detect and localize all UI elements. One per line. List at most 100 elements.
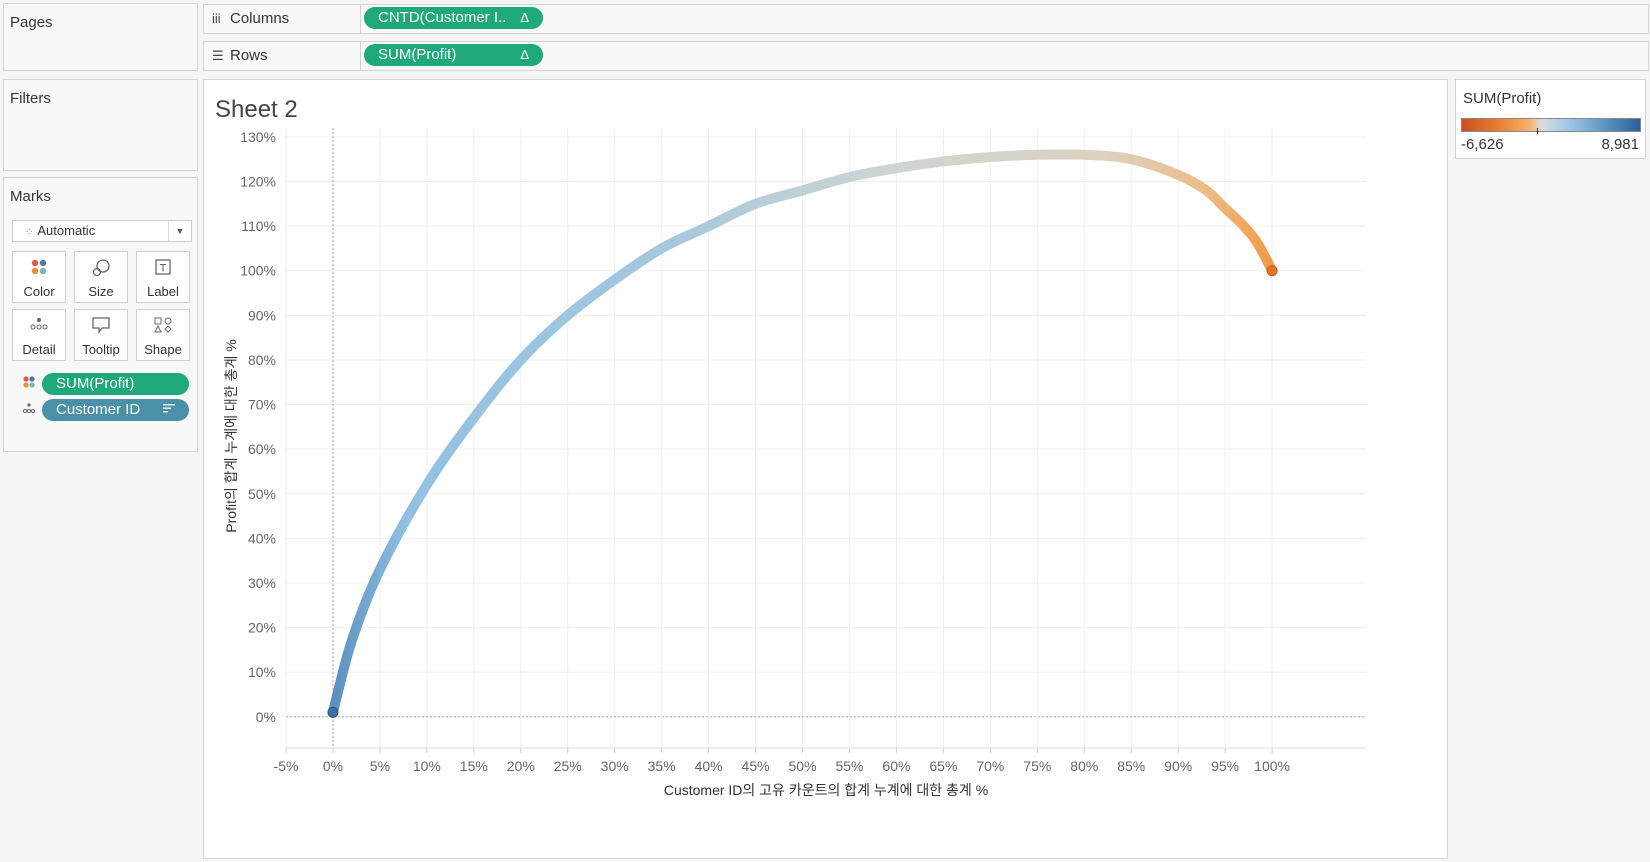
chart-svg[interactable]: -5% 0% 5% 10% 15% 20% 25% 30% 35% 40% 45% 50% 55% 60%… <box>204 80 1447 858</box>
start-point[interactable] <box>327 706 339 718</box>
color-label: Color <box>23 284 55 299</box>
filters-card[interactable]: Filters <box>3 79 198 171</box>
rows-shelf[interactable]: ☰ Rows SUM(Profit) Δ <box>203 41 1649 71</box>
marks-pill-sum-profit[interactable]: SUM(Profit) <box>42 373 189 395</box>
x-tick-label: 60% <box>882 758 910 774</box>
y-tick-label: 70% <box>248 397 276 413</box>
columns-shelf-label: iii Columns <box>204 5 361 33</box>
detail-label: Detail <box>22 342 56 357</box>
x-tick-label: 0% <box>323 758 343 774</box>
y-tick-label: 90% <box>248 307 276 323</box>
x-tick-label: 30% <box>601 758 629 774</box>
x-tick-label: 55% <box>835 758 863 774</box>
rows-pill[interactable]: SUM(Profit) Δ <box>364 44 543 66</box>
rows-pill-label: SUM(Profit) <box>378 46 457 63</box>
color-button[interactable]: Color <box>12 251 66 303</box>
x-tick-label: 75% <box>1023 758 1051 774</box>
color-icon <box>13 258 65 282</box>
y-tick-label: 80% <box>248 352 276 368</box>
tooltip-label: Tooltip <box>82 342 120 357</box>
mark-type-dropdown[interactable]: ⁘ Automatic ▼ <box>12 220 192 242</box>
x-tick-label: 20% <box>507 758 535 774</box>
y-tick-label: 50% <box>248 486 276 502</box>
y-tick-label: 40% <box>248 530 276 546</box>
x-tick-label: 15% <box>460 758 488 774</box>
viz-area: Sheet 2 -5% 0% 5% 10% 15% 20% 25% 30% 35% 40% 45% 5… <box>203 79 1448 859</box>
size-button[interactable]: Size <box>74 251 128 303</box>
y-axis-label: Profit의 합계 누계에 대한 총계 % <box>223 339 239 532</box>
detail-button[interactable]: Detail <box>12 309 66 361</box>
marks-pill-customer-id-label: Customer ID <box>56 401 141 418</box>
legend-max: 8,981 <box>1601 136 1639 153</box>
y-tick-label: 110% <box>241 218 276 234</box>
color-legend[interactable]: SUM(Profit) -6,626 8,981 <box>1455 79 1646 159</box>
tooltip-icon <box>75 316 127 340</box>
y-tick-label: 0% <box>256 709 276 725</box>
x-tick-label: 70% <box>976 758 1004 774</box>
legend-min: -6,626 <box>1461 136 1504 153</box>
svg-text:T: T <box>160 263 167 275</box>
sort-icon <box>163 399 175 421</box>
label-label: Label <box>147 284 179 299</box>
y-tick-label: 120% <box>240 174 276 190</box>
x-tick-label: 65% <box>929 758 957 774</box>
y-tick-label: 10% <box>248 664 276 680</box>
size-label: Size <box>88 284 114 299</box>
color-encoding-icon <box>22 375 36 394</box>
x-tick-label: -5% <box>274 758 299 774</box>
x-tick-label: 35% <box>648 758 676 774</box>
shape-button[interactable]: Shape <box>136 309 190 361</box>
y-tick-label: 130% <box>240 129 276 145</box>
marks-pill-sum-profit-label: SUM(Profit) <box>56 375 135 392</box>
x-tick-label: 85% <box>1117 758 1145 774</box>
tooltip-button[interactable]: Tooltip <box>74 309 128 361</box>
mark-type-icon: ⁘ <box>25 227 34 238</box>
x-tick-label: 45% <box>742 758 770 774</box>
y-tick-label: 100% <box>240 263 276 279</box>
x-axis-label: Customer ID의 고유 카운트의 합계 누계에 대한 총계 % <box>664 782 988 798</box>
y-tick-label: 30% <box>248 575 276 591</box>
legend-color-ramp <box>1461 118 1641 132</box>
y-tick-label: 20% <box>248 620 276 636</box>
x-tick-label: 100% <box>1254 758 1290 774</box>
pages-title: Pages <box>10 14 53 31</box>
pages-card: Pages <box>3 3 198 71</box>
marks-pill-customer-id[interactable]: Customer ID <box>42 399 189 421</box>
x-tick-label: 95% <box>1211 758 1239 774</box>
columns-icon: iii <box>212 11 221 26</box>
columns-pill-label: CNTD(Customer I.. <box>378 9 507 26</box>
columns-shelf[interactable]: iii Columns CNTD(Customer I.. Δ <box>203 4 1649 34</box>
delta-icon: Δ <box>520 10 529 25</box>
legend-title: SUM(Profit) <box>1463 90 1542 107</box>
x-tick-label: 25% <box>554 758 582 774</box>
delta-icon: Δ <box>520 47 529 62</box>
detail-icon <box>13 316 65 340</box>
size-icon <box>75 258 127 282</box>
columns-label: Columns <box>230 10 290 27</box>
end-point[interactable] <box>1266 265 1278 277</box>
x-tick-label: 90% <box>1164 758 1192 774</box>
rows-shelf-label: ☰ Rows <box>204 42 361 70</box>
shape-icon <box>137 316 189 340</box>
label-icon: T <box>137 258 189 282</box>
shape-label: Shape <box>144 342 182 357</box>
axes: -5% 0% 5% 10% 15% 20% 25% 30% 35% 40% 45% 50% 55% 60%… <box>240 129 1366 774</box>
marks-title: Marks <box>10 188 51 205</box>
grid <box>285 128 1366 748</box>
x-tick-label: 10% <box>413 758 441 774</box>
label-button[interactable]: T Label <box>136 251 190 303</box>
columns-pill[interactable]: CNTD(Customer I.. Δ <box>364 7 543 29</box>
x-tick-label: 80% <box>1070 758 1098 774</box>
x-tick-label: 50% <box>789 758 817 774</box>
rows-label: Rows <box>230 47 268 64</box>
legend-midpoint-tick <box>1537 128 1538 134</box>
filters-title: Filters <box>10 90 51 107</box>
series <box>327 149 1278 718</box>
sheet-title: Sheet 2 <box>215 96 298 123</box>
chevron-down-icon[interactable]: ▼ <box>168 221 191 241</box>
series-line[interactable] <box>327 149 1278 718</box>
x-tick-label: 40% <box>695 758 723 774</box>
detail-encoding-icon <box>22 401 36 420</box>
mark-type-value: Automatic <box>37 223 96 238</box>
marks-card: Marks ⁘ Automatic ▼ Color Size T Label De… <box>3 177 198 452</box>
